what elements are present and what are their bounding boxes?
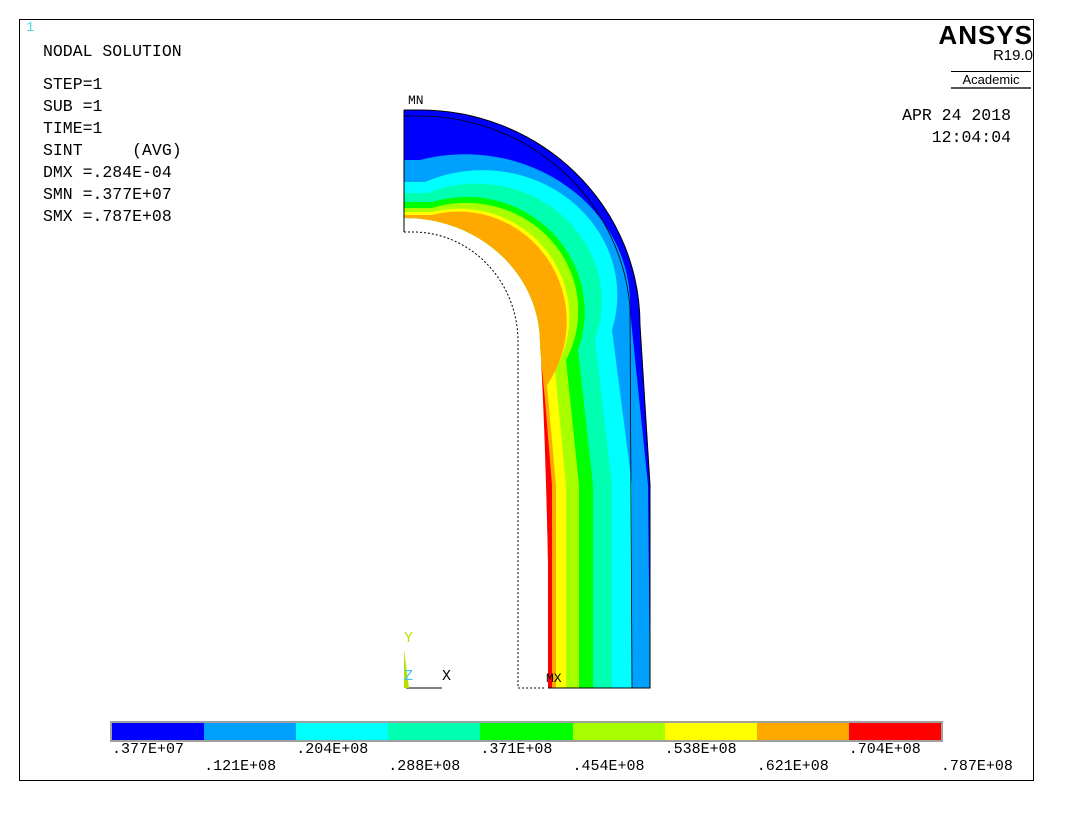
- legend-tick-label: .377E+07: [112, 741, 185, 758]
- legend-tick-label: .204E+08: [296, 741, 369, 758]
- dmx-label: DMX =.284E-04: [43, 163, 172, 182]
- legend-swatch: [388, 723, 481, 740]
- triad-y-label: Y: [404, 630, 414, 647]
- triad-z-label: Z: [404, 668, 414, 685]
- legend-swatch: [664, 723, 758, 740]
- triad-x-label: X: [442, 668, 452, 685]
- max-marker: MX: [546, 671, 562, 686]
- legend-swatch: [204, 723, 297, 740]
- triad-y-axis: [404, 650, 409, 688]
- element-edge: [629, 307, 633, 689]
- legend-tick-label: .288E+08: [388, 758, 461, 775]
- ansys-logo: ANSYS: [938, 20, 1033, 50]
- legend-tick-label: .371E+08: [480, 741, 553, 758]
- plot-title: NODAL SOLUTION: [43, 42, 182, 61]
- legend-tick-label: .454E+08: [572, 758, 645, 775]
- version-label: R19.0: [992, 47, 1033, 64]
- time-label: TIME=1: [43, 119, 103, 138]
- window-number: 1: [26, 20, 35, 36]
- undeformed-shape: [404, 231, 545, 689]
- legend-tick-label: .621E+08: [756, 758, 829, 775]
- band-9: [541, 360, 552, 688]
- time-stamp: 12:04:04: [931, 128, 1011, 147]
- date-label: APR 24 2018: [902, 106, 1011, 125]
- legend-tick-label: .787E+08: [940, 758, 1013, 775]
- step-label: STEP=1: [43, 75, 103, 94]
- legend-swatch: [572, 723, 666, 740]
- smn-label: SMN =.377E+07: [43, 185, 172, 204]
- legend-swatch: [480, 723, 573, 740]
- band-8: [404, 211, 567, 688]
- legend-tick-label: .121E+08: [204, 758, 277, 775]
- substep-label: SUB =1: [43, 97, 103, 116]
- legend-tick-label: .538E+08: [664, 741, 737, 758]
- legend-tick-label: .704E+08: [848, 741, 921, 758]
- smx-label: SMX =.787E+08: [43, 207, 172, 226]
- model-outline: [404, 109, 651, 689]
- min-marker: MN: [408, 93, 424, 108]
- legend-swatch: [756, 723, 850, 740]
- legend-swatch: [848, 723, 942, 740]
- legend-swatch: [296, 723, 389, 740]
- legend-swatch: [112, 723, 205, 740]
- result-type-label: SINT (AVG): [43, 141, 182, 160]
- graphics-window-frame: [19, 19, 1034, 781]
- edition-label: Academic: [951, 71, 1031, 89]
